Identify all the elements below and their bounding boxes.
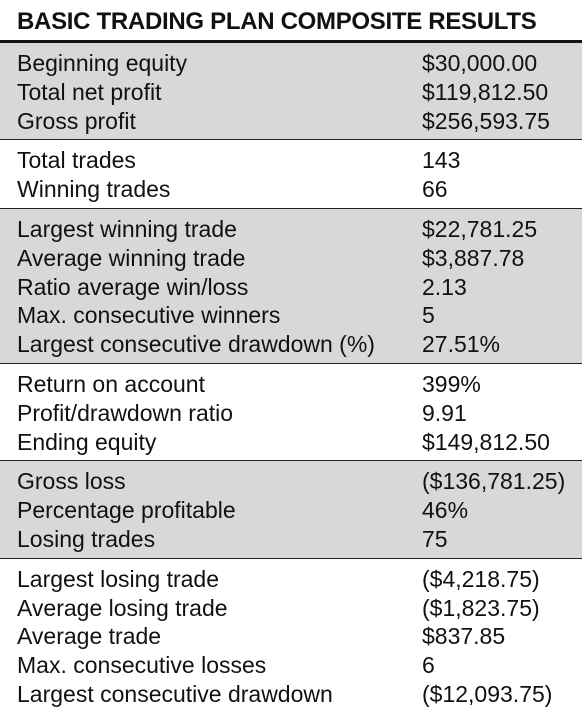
row-label: Average winning trade [17, 244, 246, 271]
row-value: 6 [422, 652, 435, 679]
row-value: ($4,218.75) [422, 565, 540, 592]
table-row: Average winning trade $3,887.78 [0, 244, 582, 273]
row-label: Profit/drawdown ratio [17, 399, 234, 426]
row-value: 143 [422, 147, 461, 174]
table-row: Profit/drawdown ratio 9.91 [0, 399, 582, 428]
row-label: Gross profit [17, 107, 136, 134]
row-value: $119,812.50 [422, 78, 549, 105]
row-label: Largest winning trade [17, 215, 237, 242]
row-value: 2.13 [422, 273, 467, 300]
row-value: 399% [422, 370, 481, 397]
row-value: $149,812.50 [422, 428, 550, 455]
results-group: Gross loss ($136,781.25) Percentage profit… [0, 461, 582, 559]
results-group: Largest winning trade $22,781.25 Average w… [0, 208, 582, 364]
table-row: Largest winning trade $22,781.25 [0, 215, 582, 244]
table-row: Largest consecutive drawdown ($12,093.75) [0, 680, 582, 709]
row-label: Max. consecutive losses [17, 652, 267, 679]
row-value: 5 [422, 302, 435, 329]
results-group: Return on account 399% Profit/drawdown rat… [0, 364, 582, 462]
row-value: 46% [422, 497, 469, 524]
row-label: Return on account [17, 370, 205, 397]
table-row: Max. consecutive winners 5 [0, 301, 582, 330]
table-row: Return on account 399% [0, 370, 582, 399]
row-label: Largest consecutive drawdown [17, 680, 333, 707]
row-value: 27.51% [422, 331, 501, 358]
row-value: 9.91 [422, 399, 467, 426]
row-label: Ratio average win/loss [17, 273, 249, 300]
row-label: Total net profit [17, 78, 162, 105]
table-row: Largest consecutive drawdown (%) 27.51% [0, 330, 582, 359]
table-row: Largest losing trade ($4,218.75) [0, 565, 582, 594]
table-row: Average trade $837.85 [0, 622, 582, 651]
row-value: $30,000.00 [422, 50, 538, 76]
row-label: Total trades [17, 147, 136, 174]
row-label: Gross loss [17, 468, 126, 495]
row-label: Beginning equity [17, 50, 188, 76]
row-label: Largest losing trade [17, 565, 220, 592]
table-row: Total net profit $119,812.50 [0, 78, 582, 107]
row-value: ($12,093.75) [422, 680, 553, 707]
results-group: Beginning equity $30,000.00 Total net prof… [0, 43, 582, 141]
row-value: $256,593.75 [422, 107, 550, 134]
table-row: Total trades 143 [0, 146, 582, 175]
results-groups: Beginning equity $30,000.00 Total net prof… [0, 43, 582, 713]
table-row: Max. consecutive losses 6 [0, 651, 582, 680]
row-label: Losing trades [17, 525, 156, 552]
row-label: Largest consecutive drawdown (%) [17, 331, 375, 358]
row-label: Winning trades [17, 176, 171, 203]
row-value: ($1,823.75) [422, 594, 540, 621]
row-value: $22,781.25 [422, 215, 538, 242]
row-label: Average trade [17, 623, 162, 650]
row-value: $3,887.78 [422, 244, 525, 271]
table-row: Percentage profitable 46% [0, 496, 582, 525]
table-row: Ratio average win/loss 2.13 [0, 273, 582, 302]
table-title: BASIC TRADING PLAN COMPOSITE RESULTS [0, 0, 582, 43]
table-row: Ending equity $149,812.50 [0, 428, 582, 457]
row-value: 66 [422, 176, 448, 203]
row-label: Average losing trade [17, 594, 228, 621]
row-label: Percentage profitable [17, 497, 236, 524]
row-label: Max. consecutive winners [17, 302, 281, 329]
table-row: Gross loss ($136,781.25) [0, 467, 582, 496]
table-row: Winning trades 66 [0, 175, 582, 204]
table-row: Average losing trade ($1,823.75) [0, 594, 582, 623]
table-row: Gross profit $256,593.75 [0, 107, 582, 136]
results-group: Largest losing trade ($4,218.75) Average l… [0, 559, 582, 713]
table-row: Losing trades 75 [0, 525, 582, 554]
table-row: Beginning equity $30,000.00 [0, 49, 582, 78]
row-value: $837.85 [422, 623, 506, 650]
row-value: 75 [422, 525, 448, 552]
results-group: Total trades 143 Winning trades 66 [0, 140, 582, 209]
row-label: Ending equity [17, 428, 157, 455]
row-value: ($136,781.25) [422, 468, 566, 495]
